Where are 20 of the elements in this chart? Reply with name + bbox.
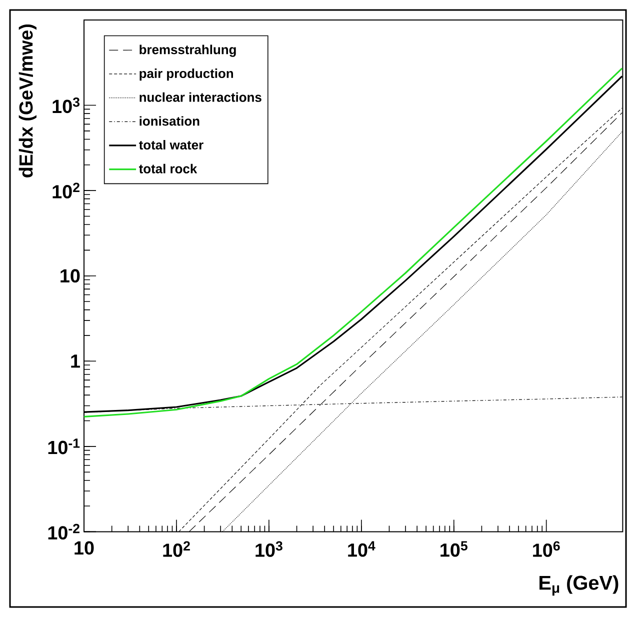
x-tick-label: 10$^{4}$: [348, 541, 376, 557]
y-tick-label: 1: [71, 354, 80, 368]
y-tick-label: 10: [60, 269, 80, 283]
legend-label: pair production: [140, 68, 234, 81]
x-tick-label: 10$^{6}$: [533, 541, 560, 557]
legend-label: ionisation: [140, 116, 200, 126]
x-tick-label: 10$^{3}$: [256, 541, 282, 557]
legend-label: bremsstrahlung: [140, 44, 236, 57]
x-tick-label: 10$^{5}$: [440, 541, 468, 557]
y-tick-label: 10$^{-2}$: [48, 524, 80, 540]
y-tick-label: 10$^{3}$: [52, 97, 80, 114]
legend-label: nuclear interactions: [140, 92, 262, 102]
legend-label: total rock: [138, 164, 198, 174]
x-tick-label: 10$^{2}$: [163, 541, 190, 557]
x-tick-label: 10: [74, 541, 94, 555]
y-axis-title: dE/dx (GeV/mwe): [18, 24, 36, 178]
y-tick-label: 10$^{2}$: [52, 182, 80, 198]
x-axis-title: E$_{μ}$ (GeV): [540, 575, 618, 596]
legend-label: total water: [138, 140, 204, 150]
y-tick-label: 10$^{-1}$: [48, 438, 80, 454]
